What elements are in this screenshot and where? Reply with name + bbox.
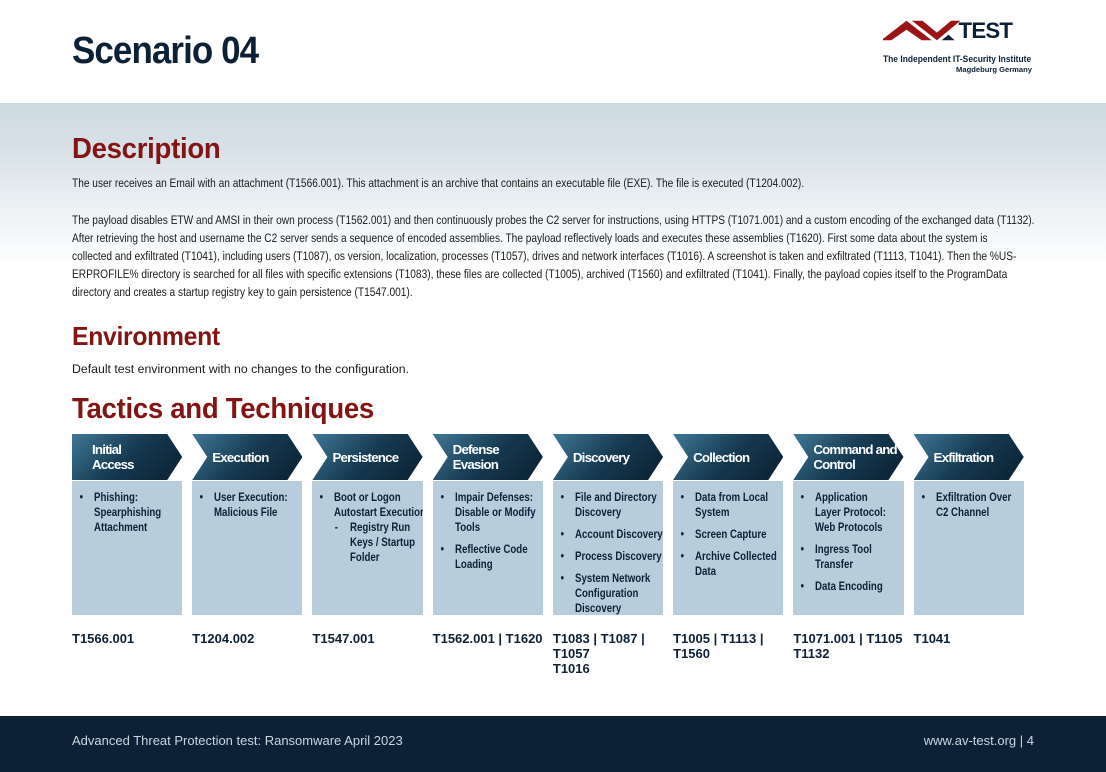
- svg-text:TEST: TEST: [959, 18, 1014, 43]
